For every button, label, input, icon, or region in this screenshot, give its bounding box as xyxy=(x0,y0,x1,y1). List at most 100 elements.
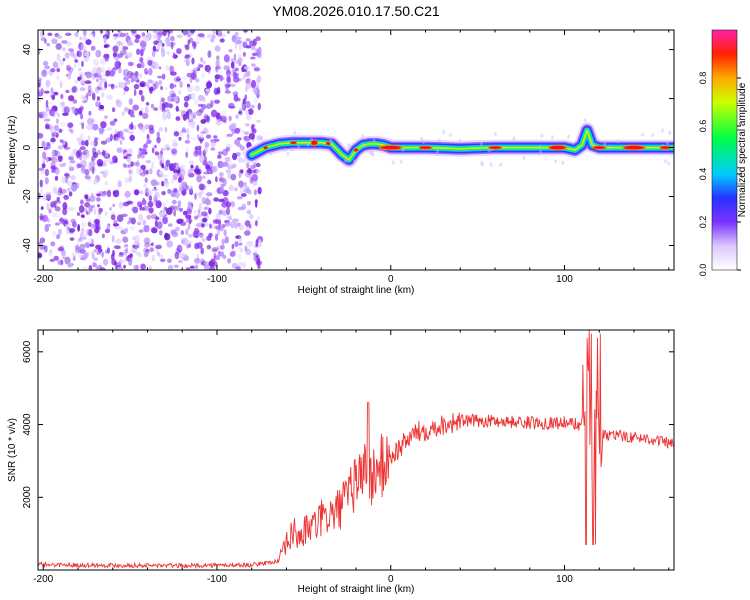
noise-speck xyxy=(210,147,216,151)
noise-speck xyxy=(182,113,187,121)
ridge-speck xyxy=(436,149,439,154)
noise-speck xyxy=(54,222,60,226)
noise-speck xyxy=(93,178,98,185)
noise-speck xyxy=(183,95,190,102)
noise-speck xyxy=(239,248,243,253)
noise-speck xyxy=(139,40,147,48)
noise-speck xyxy=(88,110,92,116)
noise-speck xyxy=(206,115,211,123)
noise-speck xyxy=(215,121,222,126)
noise-speck xyxy=(184,140,191,144)
noise-speck xyxy=(214,77,219,83)
noise-speck xyxy=(61,176,66,184)
noise-speck xyxy=(173,168,177,173)
noise-speck xyxy=(231,243,235,250)
noise-speck xyxy=(212,219,217,224)
noise-speck xyxy=(93,59,99,67)
noise-speck xyxy=(244,230,251,236)
noise-speck xyxy=(84,195,89,200)
ridge-speck xyxy=(361,134,365,139)
noise-speck xyxy=(216,86,221,93)
noise-speck xyxy=(256,48,261,57)
noise-speck xyxy=(76,50,80,57)
snr-y-tick-label: 6000 xyxy=(22,340,33,363)
noise-speck xyxy=(230,61,235,69)
ridge-speck xyxy=(487,148,491,153)
noise-speck xyxy=(142,219,147,226)
noise-speck xyxy=(51,131,57,137)
noise-speck xyxy=(246,162,250,169)
noise-speck xyxy=(185,218,193,224)
noise-speck xyxy=(140,263,146,270)
noise-speck xyxy=(117,40,122,46)
noise-speck xyxy=(69,237,75,241)
colorbar: 0.0 0.2 0.4 0.6 0.8 Normalized spectral ampl… xyxy=(698,29,748,276)
ridge-speck xyxy=(297,144,301,149)
noise-speck xyxy=(256,119,261,123)
noise-speck xyxy=(241,203,247,210)
noise-speck xyxy=(80,94,85,101)
noise-speck xyxy=(43,146,48,150)
noise-speck xyxy=(79,71,85,77)
noise-speck xyxy=(49,258,55,262)
noise-speck xyxy=(178,184,182,192)
noise-speck xyxy=(85,71,92,79)
noise-speck xyxy=(129,134,135,141)
ridge-speck xyxy=(661,128,664,133)
noise-speck xyxy=(44,224,50,233)
noise-speck xyxy=(146,214,152,220)
noise-speck xyxy=(38,48,41,55)
noise-speck xyxy=(136,48,140,56)
spectrogram-signal-ridge xyxy=(243,118,674,168)
noise-speck xyxy=(225,143,232,148)
ridge-speck xyxy=(371,153,375,157)
ridge-speck xyxy=(666,140,669,145)
noise-speck xyxy=(158,171,164,175)
noise-speck xyxy=(54,200,62,204)
noise-speck xyxy=(145,160,152,164)
noise-speck xyxy=(100,192,107,197)
noise-speck xyxy=(196,124,200,132)
noise-speck xyxy=(181,181,188,188)
noise-speck xyxy=(241,103,245,111)
noise-speck xyxy=(201,175,206,179)
spectrogram-x-tick-label: 100 xyxy=(556,274,573,285)
noise-speck xyxy=(117,180,122,188)
noise-speck xyxy=(47,218,51,223)
noise-speck xyxy=(184,54,191,59)
noise-speck xyxy=(219,33,226,38)
noise-speck xyxy=(204,92,209,96)
noise-speck xyxy=(211,34,216,40)
noise-speck xyxy=(104,169,109,176)
noise-speck xyxy=(123,86,130,92)
noise-speck xyxy=(143,205,150,212)
noise-speck xyxy=(107,67,112,71)
noise-speck xyxy=(92,152,99,158)
noise-speck xyxy=(195,78,200,82)
noise-speck xyxy=(129,225,136,231)
noise-speck xyxy=(249,214,254,219)
noise-speck xyxy=(192,137,196,141)
noise-speck xyxy=(250,104,255,109)
ridge-hotspot xyxy=(380,145,401,150)
noise-speck xyxy=(234,42,238,50)
noise-speck xyxy=(196,242,203,249)
noise-speck xyxy=(100,140,107,145)
noise-speck xyxy=(238,111,243,115)
noise-speck xyxy=(133,244,139,249)
noise-speck xyxy=(230,123,236,130)
noise-speck xyxy=(106,157,113,163)
noise-speck xyxy=(135,34,141,39)
noise-speck xyxy=(138,122,144,130)
noise-speck xyxy=(188,160,195,165)
noise-speck xyxy=(198,191,202,199)
noise-speck xyxy=(80,43,84,51)
noise-speck xyxy=(124,227,129,234)
noise-speck xyxy=(242,158,246,164)
noise-speck xyxy=(82,266,88,270)
noise-speck xyxy=(143,237,151,244)
noise-speck xyxy=(190,185,193,194)
noise-speck xyxy=(95,49,102,58)
noise-speck xyxy=(60,93,64,100)
noise-speck xyxy=(123,264,126,269)
